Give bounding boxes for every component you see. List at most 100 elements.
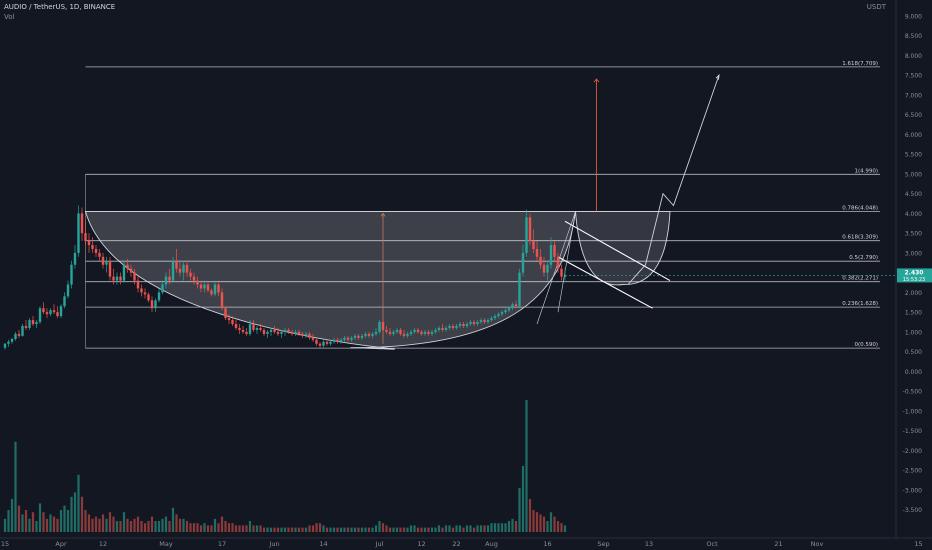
candle-body: [175, 260, 178, 269]
volume-bar: [399, 527, 402, 532]
volume-bar: [241, 525, 245, 532]
candle-body: [73, 252, 77, 265]
volume-bar: [224, 521, 227, 532]
volume-bar: [227, 523, 231, 532]
volume-bar: [346, 527, 350, 532]
price-axis-label: 0.500: [905, 349, 922, 356]
measure-arrowhead: [593, 78, 600, 83]
volume-bar: [301, 527, 304, 532]
volume-bar: [290, 527, 294, 532]
candle-body: [542, 264, 546, 273]
trend-line: [557, 211, 576, 313]
volume-bar: [549, 512, 553, 532]
candle-body: [224, 308, 227, 319]
volume-bar: [105, 518, 108, 532]
trend-line: [536, 211, 576, 325]
volume-bar: [486, 525, 490, 532]
candle-body: [409, 331, 413, 334]
volume-bar: [108, 512, 112, 532]
candle-body: [164, 276, 168, 285]
candle-body: [304, 333, 308, 336]
time-axis-label: 15: [1, 540, 9, 548]
volume-bar: [392, 527, 395, 532]
candle-body: [350, 337, 353, 340]
volume-bar: [126, 518, 129, 532]
volume-bar: [518, 488, 521, 532]
symbol-header: AUDIO / TetherUS, 1D, BINANCE: [4, 3, 116, 11]
candle-body: [357, 335, 360, 338]
time-axis-label: 12: [99, 540, 107, 548]
candle-body: [511, 304, 514, 309]
volume-bar: [143, 523, 147, 532]
volume-bar: [136, 516, 140, 532]
candle-body: [528, 217, 532, 242]
time-axis-label: Nov: [811, 540, 824, 548]
candle-body: [101, 256, 105, 265]
candle-body: [136, 280, 140, 289]
candle-body: [3, 343, 7, 348]
last-price-value: 2.430: [905, 269, 924, 276]
time-axis-label: 14: [319, 540, 327, 548]
volume-bar: [21, 514, 24, 532]
candle-body: [388, 331, 392, 334]
volume-bar: [360, 527, 364, 532]
candle-body: [192, 276, 196, 281]
candle-body: [413, 329, 416, 332]
volume-bar: [38, 503, 42, 532]
candle-body: [31, 320, 35, 324]
candle-body: [532, 241, 535, 249]
price-axis-label: 6.000: [905, 132, 922, 139]
fib-level-label: 1(4.990): [854, 168, 878, 174]
candle-body: [311, 337, 315, 340]
volume-bar: [308, 525, 311, 532]
time-axis-label: 21: [774, 540, 782, 548]
price-axis-label: 8.500: [905, 33, 922, 40]
volume-bar: [528, 499, 532, 532]
candle-body: [290, 331, 294, 334]
volume-label: Vol: [4, 13, 15, 21]
volume-bar: [371, 527, 374, 532]
candle-body: [259, 327, 262, 330]
candle-body: [189, 272, 192, 277]
volume-bar: [206, 525, 210, 532]
volume-bar: [168, 521, 171, 532]
volume-bar: [406, 527, 409, 532]
volume-bar: [353, 527, 357, 532]
volume-bar: [259, 525, 262, 532]
candle-body: [28, 320, 31, 328]
candle-body: [416, 329, 420, 332]
volume-bar: [381, 523, 385, 532]
volume-bar: [409, 525, 413, 532]
candle-body: [266, 331, 269, 334]
volume-bar: [273, 527, 276, 532]
volume-bar: [416, 527, 420, 532]
candle-body: [84, 233, 87, 242]
candle-body: [465, 324, 469, 326]
volume-bar: [280, 527, 283, 532]
volume-bar: [35, 521, 38, 532]
volume-bar: [45, 518, 49, 532]
volume-bar: [66, 510, 70, 532]
volume-bar: [483, 525, 486, 532]
time-axis-label: May: [159, 540, 173, 548]
candle-body: [17, 333, 21, 336]
candle-body: [339, 339, 343, 342]
volume-bar: [3, 518, 7, 532]
price-axis-label: 3.000: [905, 250, 922, 257]
candle-body: [479, 320, 483, 323]
time-axis-label: Oct: [706, 540, 718, 548]
volume-bar: [444, 525, 448, 532]
volume-bar: [154, 521, 157, 532]
last-price-tag: [897, 268, 932, 283]
candle-body: [168, 276, 171, 281]
candle-body: [59, 306, 63, 317]
candle-body: [147, 294, 150, 301]
candle-body: [280, 331, 283, 334]
time-axis-label: Jun: [268, 540, 279, 548]
candle-body: [66, 284, 70, 297]
volume-bar: [322, 525, 325, 532]
volume-bar: [276, 527, 280, 532]
volume-bar: [73, 492, 77, 532]
volume-bar: [217, 523, 220, 532]
